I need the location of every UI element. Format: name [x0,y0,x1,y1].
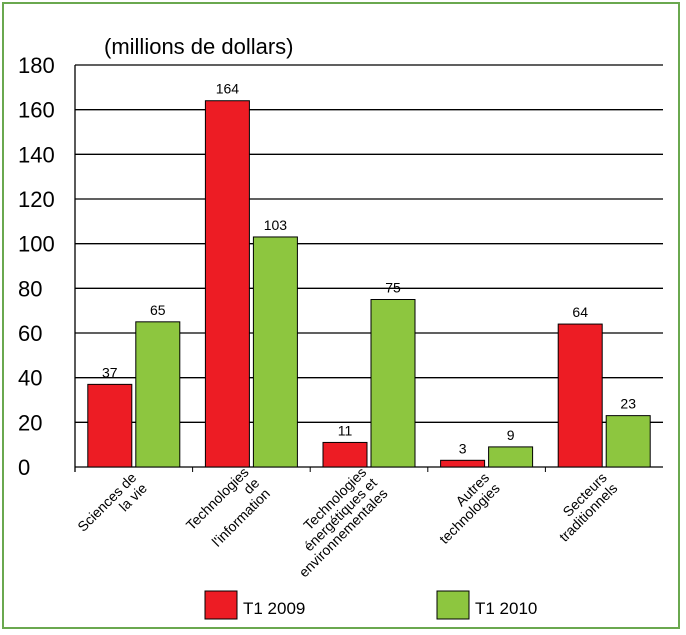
data-label: 103 [264,217,288,233]
data-label: 64 [572,304,588,320]
y-tick-label: 180 [18,53,55,78]
y-tick-label: 0 [18,455,30,480]
bar [252,236,298,468]
y-tick-label: 100 [18,232,55,257]
legend-label: T1 2009 [243,599,305,618]
bar [557,323,603,468]
legend-swatch [204,590,238,620]
bar [135,321,181,468]
bar [440,459,486,468]
y-tick-label: 60 [18,321,42,346]
legend-label: T1 2010 [475,599,537,618]
data-label: 23 [620,396,636,412]
y-tick-label: 20 [18,410,42,435]
legend-swatch [436,590,470,620]
y-tick-label: 160 [18,98,55,123]
y-tick-label: 120 [18,187,55,212]
data-label: 3 [459,440,467,456]
bar [322,441,368,468]
bar [87,383,133,468]
bar [370,299,416,468]
chart-frame [2,2,680,629]
y-tick-label: 140 [18,142,55,167]
bar [605,415,651,468]
data-label: 37 [102,364,118,380]
data-label: 164 [216,81,240,97]
bar [204,100,250,468]
data-label: 9 [507,427,515,443]
data-label: 11 [338,422,353,438]
data-label: 65 [150,302,166,318]
y-tick-label: 40 [18,366,42,391]
data-label: 75 [385,280,401,296]
y-tick-label: 80 [18,276,42,301]
bar [488,446,534,468]
y-axis-label: (millions de dollars) [104,34,294,59]
